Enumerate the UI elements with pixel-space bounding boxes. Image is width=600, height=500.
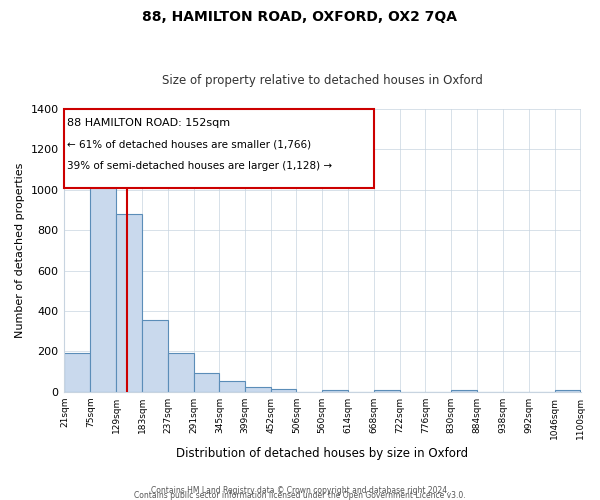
Bar (322, 390, 348, 392)
Bar (64, 109, 374, 188)
Bar (116, 214, 142, 392)
Text: 39% of semi-detached houses are larger (1,128) →: 39% of semi-detached houses are larger (… (67, 161, 332, 171)
Text: 88, HAMILTON ROAD, OXFORD, OX2 7QA: 88, HAMILTON ROAD, OXFORD, OX2 7QA (143, 10, 458, 24)
Bar (245, 387, 271, 392)
Text: Contains HM Land Registry data © Crown copyright and database right 2024.: Contains HM Land Registry data © Crown c… (151, 486, 449, 495)
Bar (451, 390, 477, 392)
Bar (374, 390, 400, 392)
Y-axis label: Number of detached properties: Number of detached properties (15, 162, 25, 338)
Bar (91, 166, 116, 392)
Text: ← 61% of detached houses are smaller (1,766): ← 61% of detached houses are smaller (1,… (67, 140, 311, 149)
Bar (142, 320, 168, 392)
Title: Size of property relative to detached houses in Oxford: Size of property relative to detached ho… (162, 74, 483, 87)
Bar (271, 389, 296, 392)
Bar (220, 380, 245, 392)
Bar (64, 352, 91, 392)
Text: 88 HAMILTON ROAD: 152sqm: 88 HAMILTON ROAD: 152sqm (67, 118, 230, 128)
Text: Contains public sector information licensed under the Open Government Licence v3: Contains public sector information licen… (134, 490, 466, 500)
X-axis label: Distribution of detached houses by size in Oxford: Distribution of detached houses by size … (176, 447, 469, 460)
Bar (168, 352, 194, 392)
Bar (554, 390, 580, 392)
Bar (194, 373, 220, 392)
